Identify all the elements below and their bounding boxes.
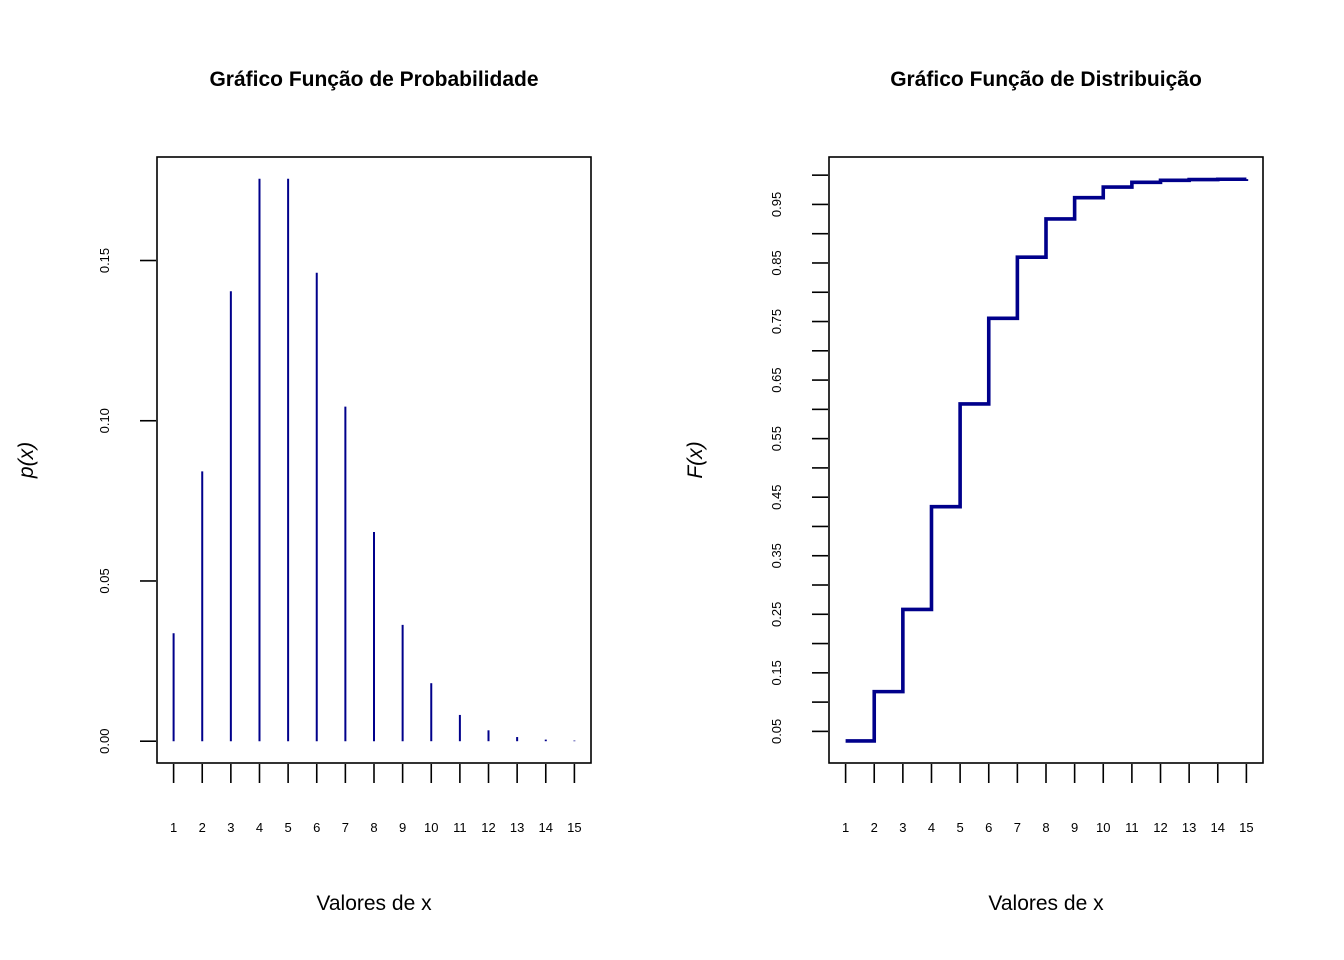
x-tick-label: 6: [313, 820, 320, 835]
y-tick-label: 0.15: [769, 660, 784, 685]
x-tick-label: 1: [170, 820, 177, 835]
x-tick-label: 2: [871, 820, 878, 835]
y-tick-label: 0.15: [97, 248, 112, 273]
y-tick-label: 0.55: [769, 426, 784, 451]
x-tick-label: 6: [985, 820, 992, 835]
x-axis-label: Valores de x: [316, 892, 432, 915]
x-tick-label: 12: [481, 820, 495, 835]
x-tick-label: 13: [1182, 820, 1196, 835]
x-axis: 1 2 3 4 5 6 7 8 9 10 11 12 13 14 15: [842, 764, 1254, 835]
distribution-chart: Gráfico Função de Distribuição Valores d…: [684, 68, 1264, 915]
x-tick-label: 10: [1096, 820, 1110, 835]
y-tick-label: 0.35: [769, 543, 784, 568]
x-tick-label: 5: [284, 820, 291, 835]
x-tick-label: 5: [956, 820, 963, 835]
x-tick-label: 12: [1153, 820, 1167, 835]
x-tick-label: 11: [1125, 820, 1139, 835]
y-tick-label: 0.05: [97, 568, 112, 593]
y-tick-label: 0.65: [769, 367, 784, 392]
x-tick-label: 7: [1014, 820, 1021, 835]
bar-series: [172, 178, 576, 742]
x-tick-label: 15: [567, 820, 581, 835]
x-tick-label: 13: [510, 820, 524, 835]
x-tick-label: 4: [928, 820, 935, 835]
step-series: [845, 177, 1249, 743]
x-tick-label: 8: [370, 820, 377, 835]
x-tick-label: 7: [342, 820, 349, 835]
y-axis-label: F(x): [684, 441, 707, 478]
probability-chart: Gráfico Função de Probabilidade Valores …: [15, 68, 592, 915]
y-tick-label: 0.85: [769, 250, 784, 275]
chart-title: Gráfico Função de Probabilidade: [209, 68, 538, 91]
y-axis-label: p(x): [15, 442, 38, 479]
step-line: [845, 177, 1249, 743]
x-axis: 1 2 3 4 5 6 7 8 9 10 11 12 13 14 15: [170, 764, 582, 835]
chart-title: Gráfico Função de Distribuição: [890, 68, 1202, 91]
y-tick-label: 0.25: [769, 602, 784, 627]
y-tick-label: 0.00: [97, 729, 112, 754]
x-tick-label: 10: [424, 820, 438, 835]
x-tick-label: 3: [899, 820, 906, 835]
plot-frame: [156, 156, 592, 764]
x-tick-label: 4: [256, 820, 263, 835]
y-tick-label: 0.45: [769, 485, 784, 510]
x-tick-label: 14: [1211, 820, 1225, 835]
y-axis: 0.05 0.15 0.25 0.35 0.45 0.55 0.65 0.75 0.85 0.95: [769, 174, 828, 744]
x-tick-label: 2: [199, 820, 206, 835]
y-tick-label: 0.10: [97, 408, 112, 433]
x-tick-label: 3: [227, 820, 234, 835]
y-tick-label: 0.95: [769, 192, 784, 217]
x-tick-label: 14: [539, 820, 553, 835]
plot-frame: [828, 156, 1264, 764]
y-axis: 0.00 0.05 0.10 0.15: [97, 248, 156, 754]
x-tick-label: 9: [399, 820, 406, 835]
x-tick-label: 8: [1042, 820, 1049, 835]
x-tick-label: 15: [1239, 820, 1253, 835]
y-tick-label: 0.75: [769, 309, 784, 334]
x-axis-label: Valores de x: [988, 892, 1104, 915]
x-tick-label: 9: [1071, 820, 1078, 835]
y-tick-label: 0.05: [769, 719, 784, 744]
x-tick-label: 1: [842, 820, 849, 835]
x-tick-label: 11: [453, 820, 467, 835]
